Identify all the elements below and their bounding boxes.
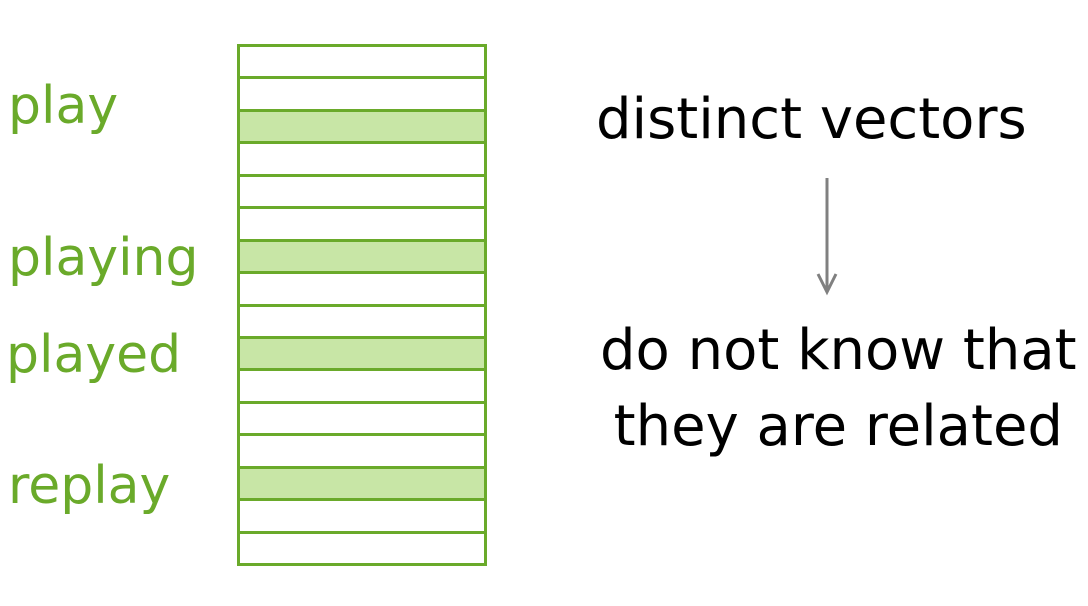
down-arrow-icon	[816, 178, 838, 296]
word-replay: replay	[8, 456, 171, 516]
table-row	[240, 436, 484, 469]
table-row	[240, 533, 484, 563]
table-row	[240, 144, 484, 177]
table-row	[240, 176, 484, 210]
table-row-highlighted	[240, 241, 484, 275]
table-row	[240, 79, 484, 112]
caption-not-related: do not know that they are related	[600, 313, 1077, 465]
caption-distinct-vectors: distinct vectors	[596, 87, 1027, 152]
table-row	[240, 501, 484, 534]
table-row-highlighted	[240, 338, 484, 372]
embedding-table	[237, 44, 487, 566]
table-row	[240, 274, 484, 307]
table-row	[240, 371, 484, 404]
caption-line-2: they are related	[613, 394, 1063, 459]
table-row	[240, 306, 484, 339]
word-play: play	[8, 76, 119, 136]
word-played: played	[6, 325, 182, 385]
table-row	[240, 403, 484, 437]
table-row	[240, 47, 484, 80]
table-row	[240, 209, 484, 242]
table-row-highlighted	[240, 111, 484, 145]
table-row-highlighted	[240, 468, 484, 502]
word-playing: playing	[8, 228, 199, 288]
caption-line-1: do not know that	[600, 318, 1077, 383]
